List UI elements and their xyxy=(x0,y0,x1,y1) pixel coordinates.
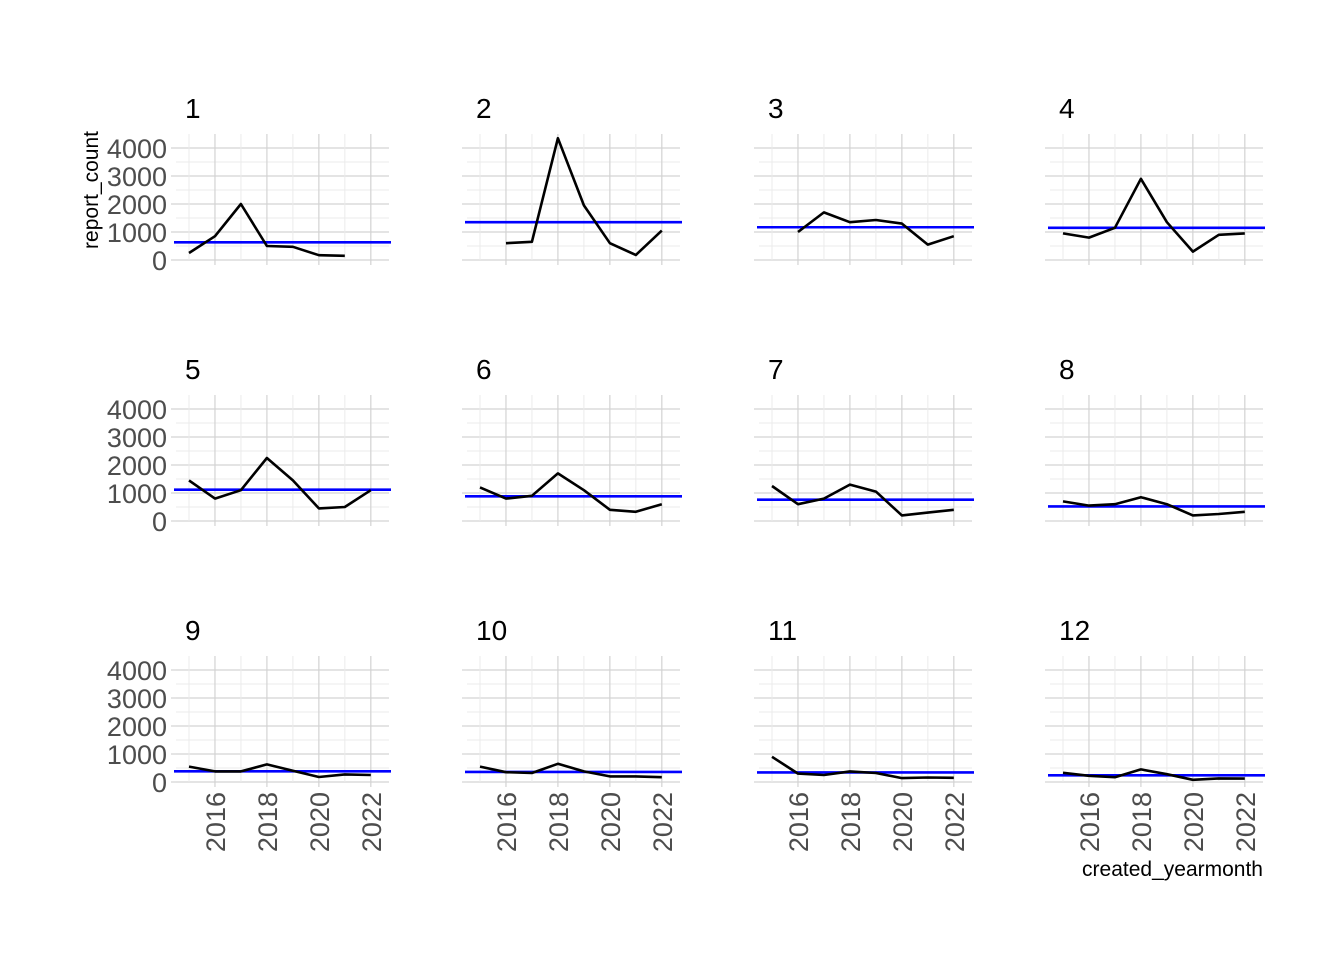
y-tick-label: 2000 xyxy=(107,712,167,742)
x-tick-label: 2018 xyxy=(836,792,866,852)
facet-title: 12 xyxy=(1059,615,1090,646)
series-line xyxy=(1062,177,1245,253)
facet-panel-10: 10 2016 2018 2020 2022 xyxy=(462,615,682,852)
facet-panel-4: 4 xyxy=(1045,93,1265,265)
x-tick-label: 2020 xyxy=(596,792,626,852)
series-line xyxy=(505,136,663,257)
x-tick-label: 2016 xyxy=(1075,792,1105,852)
x-tick-label: 2018 xyxy=(253,792,283,852)
y-tick-label: 0 xyxy=(152,768,167,798)
y-tick-label: 4000 xyxy=(107,656,167,686)
y-tick-label: 1000 xyxy=(107,479,167,509)
series-line xyxy=(188,202,345,258)
facet-panel-8: 8 xyxy=(1045,354,1265,526)
facet-panel-6: 6 xyxy=(462,354,682,526)
x-tick-label: 2020 xyxy=(305,792,335,852)
x-tick-label: 2018 xyxy=(544,792,574,852)
y-tick-label: 4000 xyxy=(107,395,167,425)
facet-title: 5 xyxy=(185,354,201,385)
y-tick-label: 3000 xyxy=(107,684,167,714)
y-tick-label: 3000 xyxy=(107,423,167,453)
facet-title: 6 xyxy=(476,354,492,385)
x-tick-label: 2016 xyxy=(784,792,814,852)
y-tick-label: 1000 xyxy=(107,218,167,248)
y-tick-label: 2000 xyxy=(107,451,167,481)
series-line xyxy=(188,456,372,510)
x-tick-label: 2016 xyxy=(492,792,522,852)
facet-title: 4 xyxy=(1059,93,1075,124)
series-line xyxy=(479,762,662,779)
facet-panel-3: 3 xyxy=(754,93,974,265)
facet-title: 3 xyxy=(768,93,784,124)
x-tick-label: 2022 xyxy=(648,792,678,852)
y-tick-label: 4000 xyxy=(107,134,167,164)
series-line xyxy=(479,472,663,514)
x-axis-title: created_yearmonth xyxy=(1082,858,1263,881)
x-tick-label: 2020 xyxy=(1179,792,1209,852)
facet-title: 7 xyxy=(768,354,784,385)
facet-title: 10 xyxy=(476,615,507,646)
y-tick-label: 2000 xyxy=(107,190,167,220)
facet-panel-2: 2 xyxy=(462,93,682,265)
y-tick-label: 1000 xyxy=(107,740,167,770)
facet-panel-7: 7 xyxy=(754,354,974,526)
facet-title: 8 xyxy=(1059,354,1075,385)
facet-title: 11 xyxy=(768,615,797,646)
y-tick-label: 0 xyxy=(152,246,167,276)
series-line xyxy=(1062,495,1245,517)
y-tick-label: 3000 xyxy=(107,162,167,192)
facet-title: 2 xyxy=(476,93,492,124)
x-tick-label: 2022 xyxy=(357,792,387,852)
series-line xyxy=(771,483,954,517)
y-axis-title: report_count xyxy=(80,131,103,249)
facet-title: 9 xyxy=(185,615,201,646)
x-tick-label: 2022 xyxy=(1231,792,1261,852)
x-tick-label: 2016 xyxy=(201,792,231,852)
series-line xyxy=(1062,768,1245,782)
series-line xyxy=(188,763,371,779)
series-line xyxy=(797,211,955,246)
series-line xyxy=(771,755,954,780)
x-tick-label: 2022 xyxy=(940,792,970,852)
facet-panel-11: 11 2016 2018 2020 2022 xyxy=(754,615,974,852)
y-tick-label: 0 xyxy=(152,507,167,537)
facet-title: 1 xyxy=(185,93,201,124)
facet-panel-12: 12 2016 2018 2020 2022 xyxy=(1045,615,1265,852)
x-tick-label: 2020 xyxy=(888,792,918,852)
x-tick-label: 2018 xyxy=(1127,792,1157,852)
